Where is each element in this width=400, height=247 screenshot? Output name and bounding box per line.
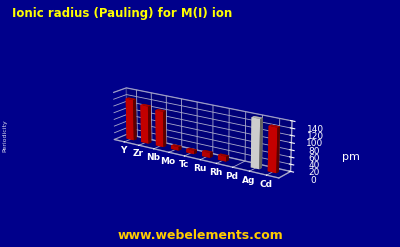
Text: Ionic radius (Pauling) for M(I) ion: Ionic radius (Pauling) for M(I) ion — [12, 7, 232, 21]
Text: Periodicity: Periodicity — [2, 120, 7, 152]
Text: www.webelements.com: www.webelements.com — [117, 229, 283, 242]
